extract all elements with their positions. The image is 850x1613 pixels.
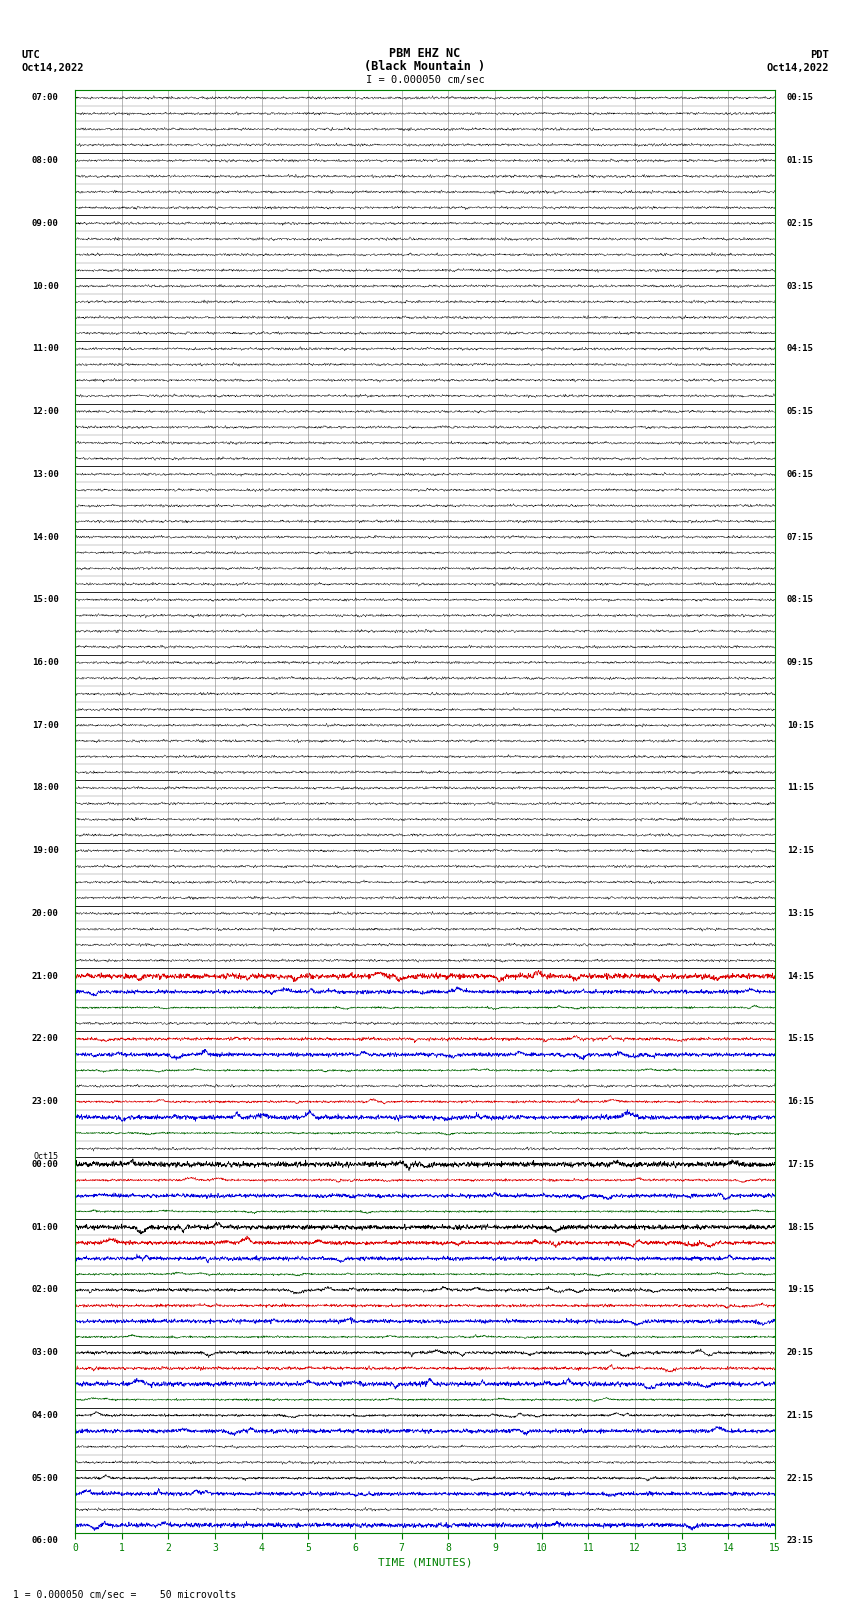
Text: PDT: PDT: [810, 50, 829, 60]
Text: 08:15: 08:15: [786, 595, 813, 605]
Text: 03:00: 03:00: [31, 1348, 59, 1357]
Text: (Black Mountain ): (Black Mountain ): [365, 60, 485, 73]
Text: 07:00: 07:00: [31, 94, 59, 102]
Text: 18:15: 18:15: [786, 1223, 813, 1232]
Text: 14:00: 14:00: [31, 532, 59, 542]
Text: PBM EHZ NC: PBM EHZ NC: [389, 47, 461, 60]
Text: 09:15: 09:15: [786, 658, 813, 668]
Text: 16:15: 16:15: [786, 1097, 813, 1107]
Text: 17:00: 17:00: [31, 721, 59, 729]
Text: 06:15: 06:15: [786, 469, 813, 479]
Text: Oct14,2022: Oct14,2022: [766, 63, 829, 73]
Text: I = 0.000050 cm/sec: I = 0.000050 cm/sec: [366, 76, 484, 85]
Text: 04:15: 04:15: [786, 344, 813, 353]
Text: 23:00: 23:00: [31, 1097, 59, 1107]
Text: UTC: UTC: [21, 50, 40, 60]
Text: 16:00: 16:00: [31, 658, 59, 668]
Text: 20:00: 20:00: [31, 910, 59, 918]
Text: 15:00: 15:00: [31, 595, 59, 605]
Text: 21:15: 21:15: [786, 1411, 813, 1419]
Text: 17:15: 17:15: [786, 1160, 813, 1169]
Text: 1 = 0.000050 cm/sec =    50 microvolts: 1 = 0.000050 cm/sec = 50 microvolts: [13, 1590, 236, 1600]
Text: 04:00: 04:00: [31, 1411, 59, 1419]
Text: Oct15: Oct15: [34, 1152, 59, 1161]
Text: 11:00: 11:00: [31, 344, 59, 353]
Text: 02:00: 02:00: [31, 1286, 59, 1294]
Text: 12:00: 12:00: [31, 406, 59, 416]
Text: 15:15: 15:15: [786, 1034, 813, 1044]
Text: 13:00: 13:00: [31, 469, 59, 479]
Text: 21:00: 21:00: [31, 971, 59, 981]
Text: 09:00: 09:00: [31, 219, 59, 227]
X-axis label: TIME (MINUTES): TIME (MINUTES): [377, 1558, 473, 1568]
Text: 05:15: 05:15: [786, 406, 813, 416]
Text: 00:15: 00:15: [786, 94, 813, 102]
Text: 22:00: 22:00: [31, 1034, 59, 1044]
Text: 07:15: 07:15: [786, 532, 813, 542]
Text: 00:00: 00:00: [31, 1160, 59, 1169]
Text: 19:15: 19:15: [786, 1286, 813, 1294]
Text: 02:15: 02:15: [786, 219, 813, 227]
Text: 01:00: 01:00: [31, 1223, 59, 1232]
Text: 12:15: 12:15: [786, 847, 813, 855]
Text: 22:15: 22:15: [786, 1474, 813, 1482]
Text: 01:15: 01:15: [786, 156, 813, 165]
Text: 23:15: 23:15: [786, 1536, 813, 1545]
Text: 10:15: 10:15: [786, 721, 813, 729]
Text: 14:15: 14:15: [786, 971, 813, 981]
Text: 19:00: 19:00: [31, 847, 59, 855]
Text: 20:15: 20:15: [786, 1348, 813, 1357]
Text: 05:00: 05:00: [31, 1474, 59, 1482]
Text: 10:00: 10:00: [31, 282, 59, 290]
Text: 03:15: 03:15: [786, 282, 813, 290]
Text: 18:00: 18:00: [31, 784, 59, 792]
Text: 13:15: 13:15: [786, 910, 813, 918]
Text: 11:15: 11:15: [786, 784, 813, 792]
Text: 06:00: 06:00: [31, 1536, 59, 1545]
Text: 08:00: 08:00: [31, 156, 59, 165]
Text: Oct14,2022: Oct14,2022: [21, 63, 84, 73]
